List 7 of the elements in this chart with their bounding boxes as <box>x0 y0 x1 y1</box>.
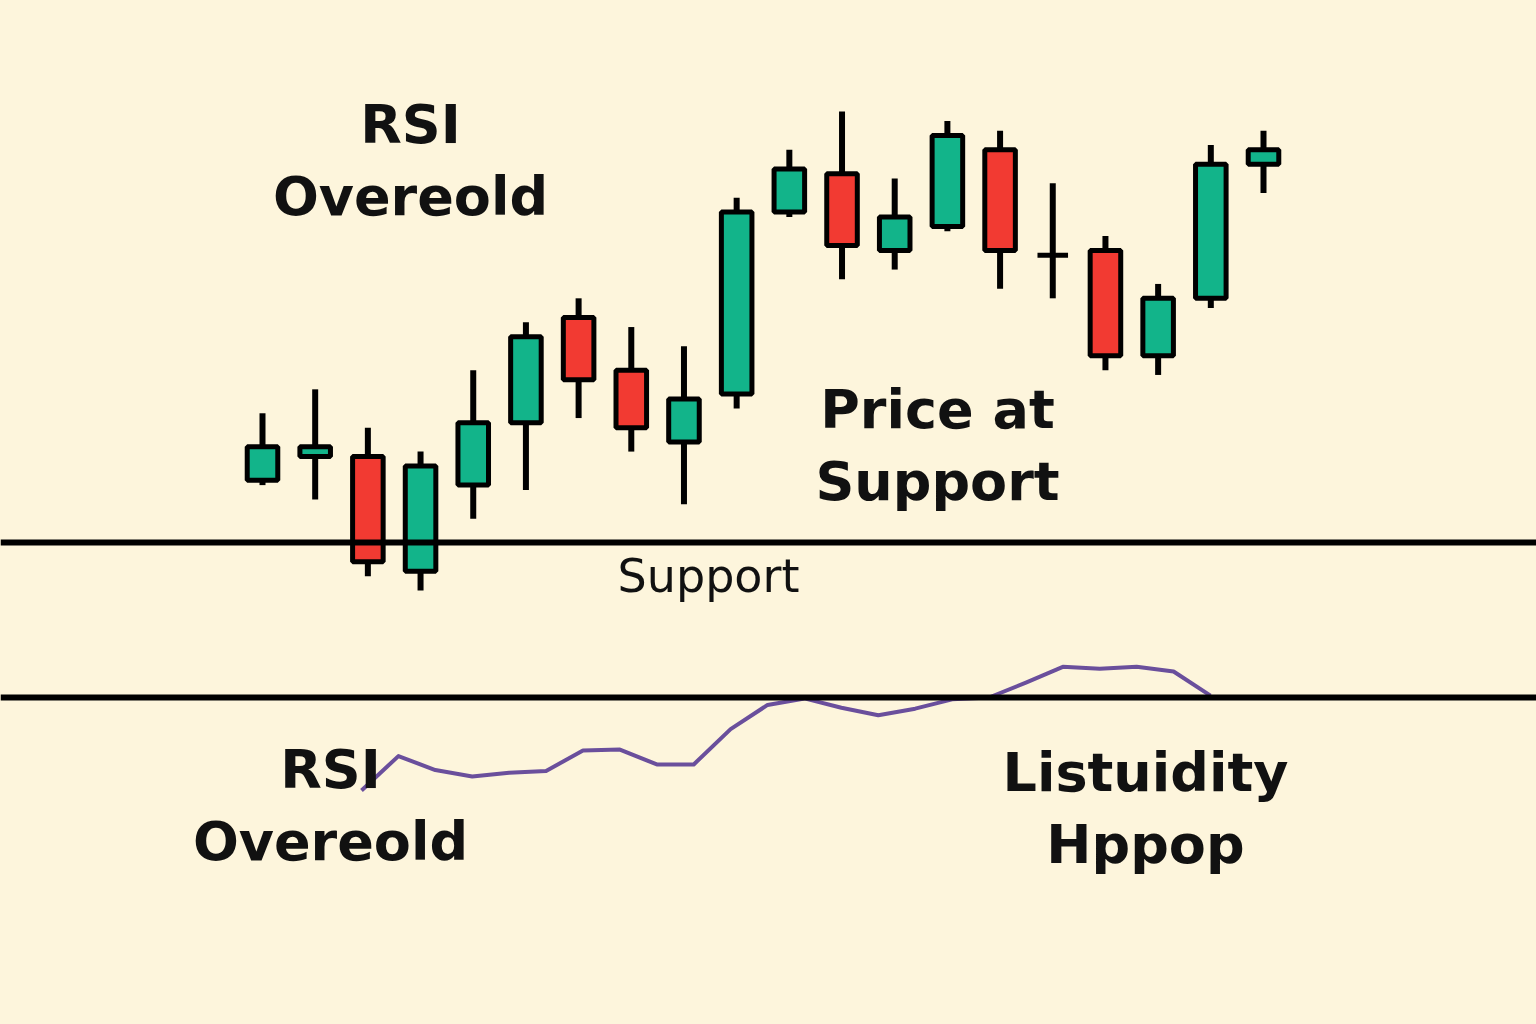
candlestick <box>297 389 333 500</box>
candlestick <box>1034 183 1071 299</box>
ref-line-label: Support <box>617 548 800 603</box>
annotation: RSI Overeold <box>192 737 469 874</box>
annotation: RSI Overeold <box>272 92 549 229</box>
annotation: Price at Support <box>815 377 1060 514</box>
annotation: Listuidity Hppop <box>1002 740 1289 877</box>
